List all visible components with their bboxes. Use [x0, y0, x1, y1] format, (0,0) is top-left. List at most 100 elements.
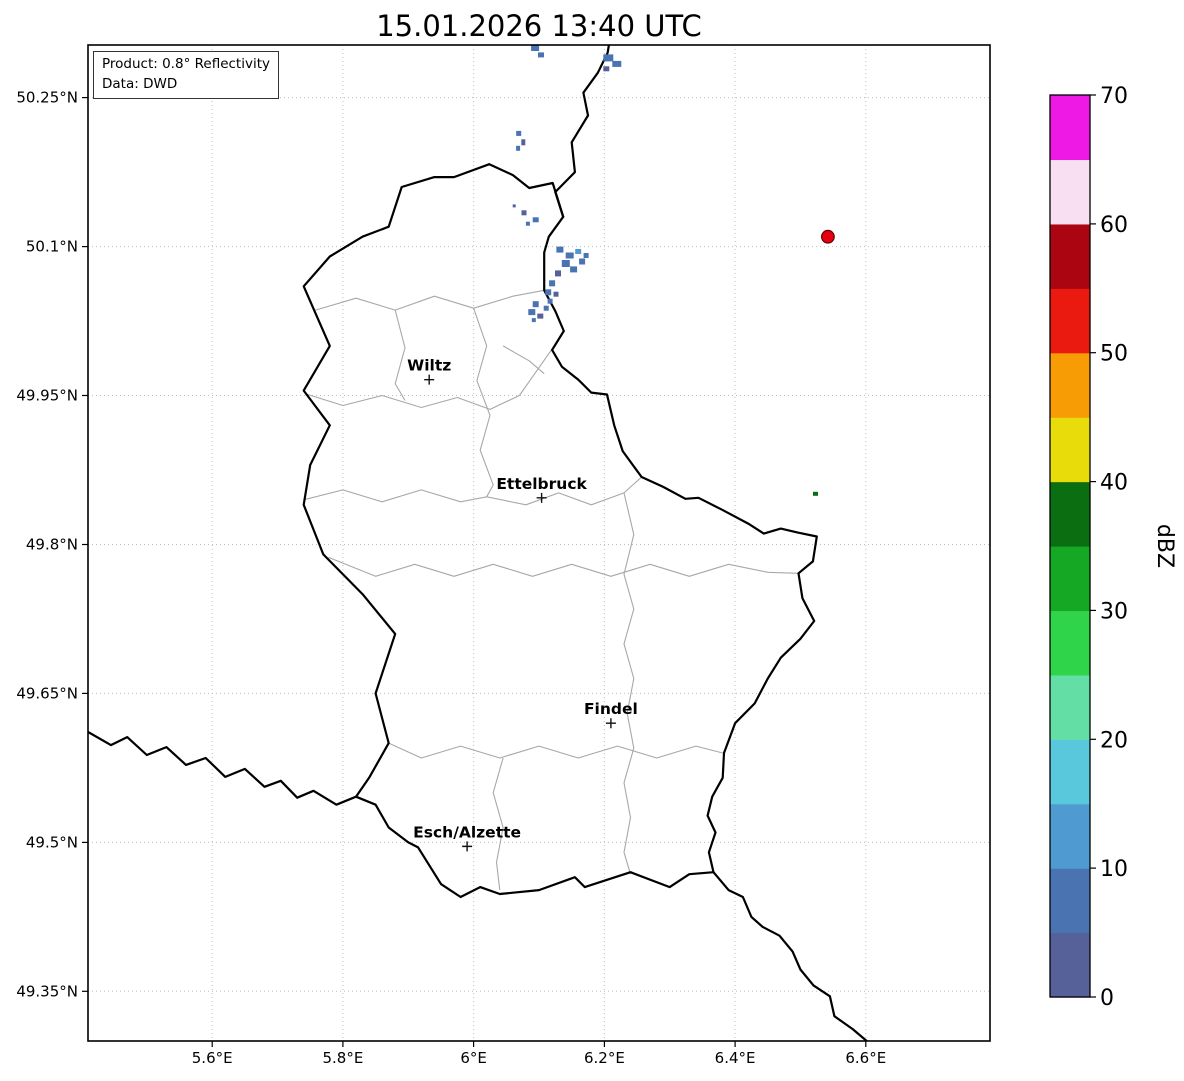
echo-pixel — [575, 249, 582, 254]
echo-pixel — [583, 253, 589, 258]
district-border-line — [315, 289, 545, 311]
data-source-label: Data: DWD — [102, 75, 178, 92]
colorbar-segment — [1050, 223, 1090, 289]
district-border-line — [473, 308, 494, 498]
lat-tick-label: 49.35°N — [16, 982, 78, 1000]
district-border-line — [623, 492, 635, 875]
colorbar-frame — [1049, 94, 1091, 998]
echo-pixel — [531, 318, 536, 323]
colorbar-segment — [1050, 159, 1090, 225]
colorbar-segment — [1050, 674, 1090, 740]
echo-pixel — [528, 309, 536, 316]
echo-pixel — [553, 291, 559, 297]
colorbar-segment — [1050, 288, 1090, 354]
city-label: Esch/Alzette — [413, 823, 521, 841]
echo-pixel — [537, 313, 544, 319]
city-marker-icon — [424, 374, 435, 385]
lat-tick-label: 49.8°N — [26, 536, 78, 554]
lon-tick-label: 5.8°E — [322, 1049, 363, 1067]
echo-pixel — [525, 221, 530, 226]
colorbar-tick-label: 30 — [1100, 599, 1128, 624]
lat-tick-label: 49.5°N — [26, 833, 78, 851]
echo-pixel — [521, 139, 526, 146]
lon-tick-label: 6.2°E — [584, 1049, 625, 1067]
echo-pixel — [531, 45, 540, 51]
city-label: Ettelbruck — [496, 475, 587, 493]
radar-site-marker — [821, 229, 835, 244]
echo-pixel — [512, 204, 516, 208]
district-borders — [303, 289, 799, 891]
echo-pixel — [565, 252, 574, 259]
belgium-france-border — [88, 730, 358, 806]
plot-background — [88, 45, 990, 1041]
lat-tick-label: 49.65°N — [16, 684, 78, 702]
colorbar-tick-label: 40 — [1100, 471, 1128, 496]
echo-pixel — [532, 217, 539, 223]
colorbar-tick-label: 70 — [1100, 84, 1128, 109]
echo-pixel — [570, 266, 578, 273]
city-annotations: Wiltz Ettelbruck Findel Esch/Alzette — [407, 357, 638, 852]
product-info-box: Product: 0.8° Reflectivity Data: DWD — [93, 51, 279, 100]
lon-tick-label: 5.6°E — [192, 1049, 233, 1067]
colorbar-tick-label: 60 — [1100, 213, 1128, 238]
axis-tick-labels: 50.25°N 50.1°N 49.95°N 49.8°N 49.65°N 49.5°N 4… — [16, 89, 886, 1067]
colorbar-axis-label: dBZ — [1152, 524, 1177, 568]
echo-pixel — [813, 491, 818, 496]
colorbar-tick-label: 50 — [1100, 342, 1128, 367]
lat-tick-label: 50.1°N — [26, 238, 78, 256]
colorbar-segment — [1050, 417, 1090, 483]
district-border-line — [388, 742, 723, 759]
axis-tick-marks — [82, 96, 867, 1047]
product-label: Product: 0.8° Reflectivity — [102, 56, 270, 72]
france-germany-border — [712, 871, 869, 1041]
city-label: Wiltz — [407, 357, 451, 375]
district-border-line — [304, 348, 553, 410]
district-border-line — [394, 309, 406, 401]
colorbar-segment — [1050, 352, 1090, 418]
colorbar-segment — [1050, 803, 1090, 869]
district-border-line — [502, 345, 545, 375]
colorbar: 0 10 20 30 40 50 60 70 dBZ — [1049, 84, 1177, 1011]
city-marker-icon — [605, 718, 616, 729]
echo-pixel — [612, 60, 622, 67]
colorbar-tick-label: 0 — [1100, 986, 1114, 1011]
echo-pixel — [516, 145, 521, 151]
echo-pixel — [561, 260, 570, 267]
colorbar-segment — [1050, 932, 1090, 998]
district-border-line — [328, 556, 799, 577]
echo-pixel — [549, 280, 556, 287]
plot-frame — [87, 44, 991, 1042]
city-marker-icon — [462, 841, 473, 852]
echo-pixel — [532, 301, 539, 308]
colorbar-tick-label: 20 — [1100, 728, 1128, 753]
district-border-line — [303, 476, 642, 506]
echo-pixel — [547, 298, 553, 304]
radar-echoes — [512, 45, 818, 496]
colorbar-segment — [1050, 739, 1090, 805]
city-marker-icon — [536, 492, 547, 503]
luxembourg-border — [302, 163, 818, 899]
lat-tick-label: 49.95°N — [16, 387, 78, 405]
echo-pixel — [543, 305, 549, 311]
lon-tick-label: 6.6°E — [845, 1049, 886, 1067]
district-border-line — [492, 757, 504, 891]
echo-pixel — [521, 210, 527, 216]
echo-pixel — [603, 66, 610, 72]
lon-tick-label: 6°E — [460, 1049, 487, 1067]
colorbar-segment — [1050, 868, 1090, 934]
map-content — [88, 45, 869, 1041]
colorbar-tick-label: 10 — [1100, 857, 1128, 882]
colorbar-segment — [1050, 546, 1090, 612]
colorbar-segment — [1050, 95, 1090, 161]
lon-tick-label: 6.4°E — [715, 1049, 756, 1067]
colorbar-segment — [1050, 610, 1090, 676]
city-label: Findel — [584, 700, 638, 718]
echo-pixel — [516, 130, 522, 136]
echo-pixel — [556, 246, 564, 253]
echo-pixel — [545, 289, 552, 296]
lat-tick-label: 50.25°N — [16, 89, 78, 107]
colorbar-segment — [1050, 481, 1090, 547]
echo-pixel — [555, 270, 561, 277]
